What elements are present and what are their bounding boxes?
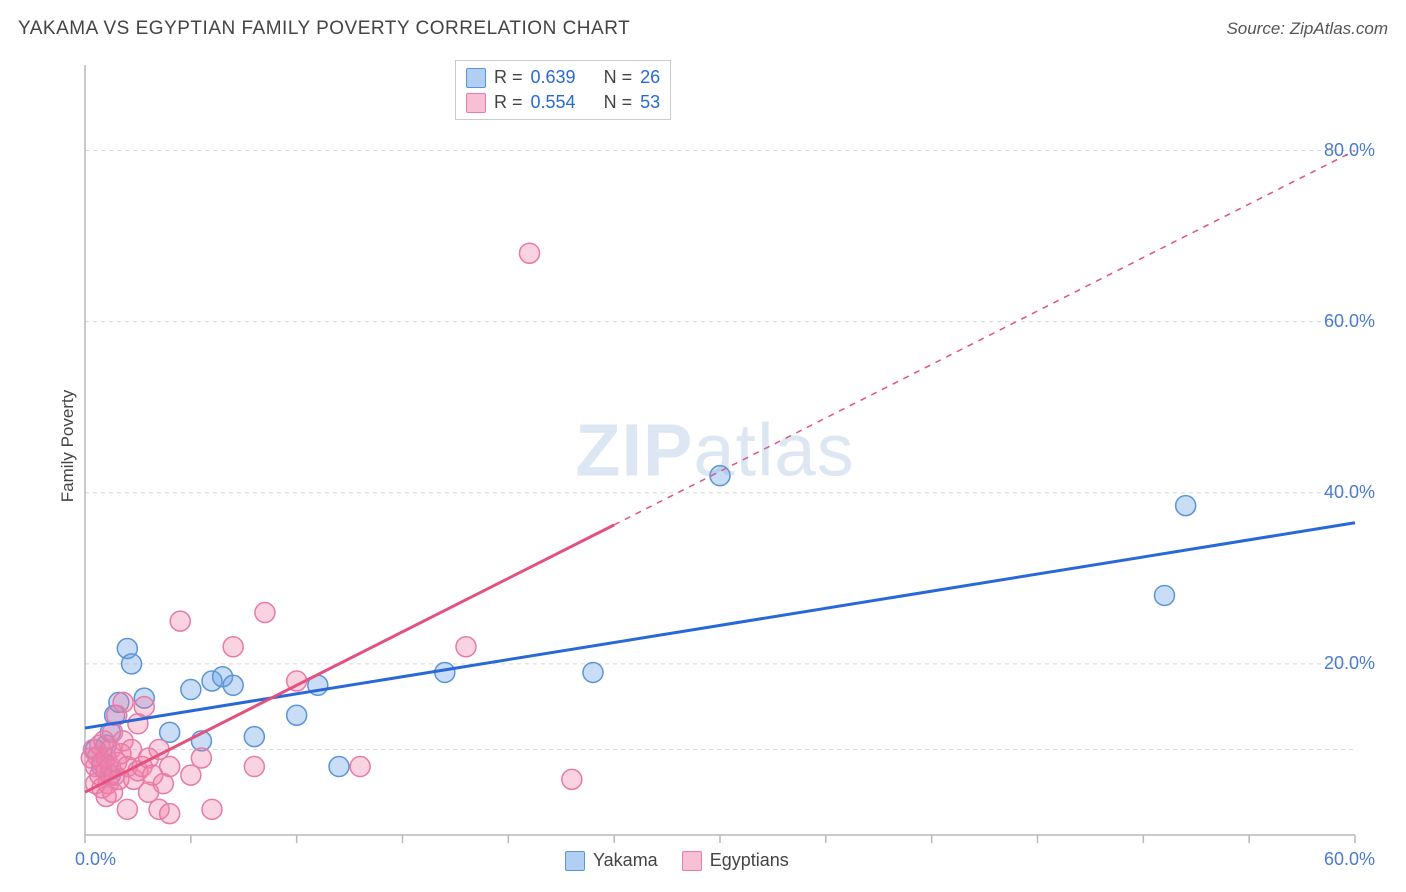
- r-label: R =: [494, 67, 523, 88]
- n-label: N =: [604, 92, 633, 113]
- legend-row: R = 0.639 N = 26: [466, 65, 660, 90]
- chart-header: YAKAMA VS EGYPTIAN FAMILY POVERTY CORREL…: [18, 18, 1388, 40]
- scatter-chart-svg: [55, 55, 1375, 845]
- legend-swatch: [682, 851, 702, 871]
- series-legend: Yakama Egyptians: [565, 850, 789, 871]
- series-label: Egyptians: [710, 850, 789, 871]
- y-tick-label: 60.0%: [1324, 311, 1375, 332]
- series-legend-item: Yakama: [565, 850, 658, 871]
- x-tick-label: 0.0%: [75, 849, 116, 870]
- r-label: R =: [494, 92, 523, 113]
- y-tick-label: 40.0%: [1324, 482, 1375, 503]
- series-label: Yakama: [593, 850, 658, 871]
- legend-row: R = 0.554 N = 53: [466, 90, 660, 115]
- n-value: 53: [640, 92, 660, 113]
- y-tick-label: 80.0%: [1324, 140, 1375, 161]
- legend-swatch: [466, 68, 486, 88]
- r-value: 0.554: [531, 92, 576, 113]
- chart-source: Source: ZipAtlas.com: [1226, 19, 1388, 39]
- x-tick-label: 60.0%: [1324, 849, 1375, 870]
- n-value: 26: [640, 67, 660, 88]
- n-label: N =: [604, 67, 633, 88]
- source-prefix: Source:: [1226, 19, 1289, 38]
- source-name: ZipAtlas.com: [1290, 19, 1388, 38]
- y-tick-label: 20.0%: [1324, 653, 1375, 674]
- legend-swatch: [565, 851, 585, 871]
- legend-swatch: [466, 93, 486, 113]
- r-value: 0.639: [531, 67, 576, 88]
- correlation-legend: R = 0.639 N = 26 R = 0.554 N = 53: [455, 60, 671, 120]
- chart-area: ZIPatlas 20.0%40.0%60.0%80.0%0.0%60.0%: [55, 55, 1375, 845]
- series-legend-item: Egyptians: [682, 850, 789, 871]
- chart-title: YAKAMA VS EGYPTIAN FAMILY POVERTY CORREL…: [18, 18, 630, 40]
